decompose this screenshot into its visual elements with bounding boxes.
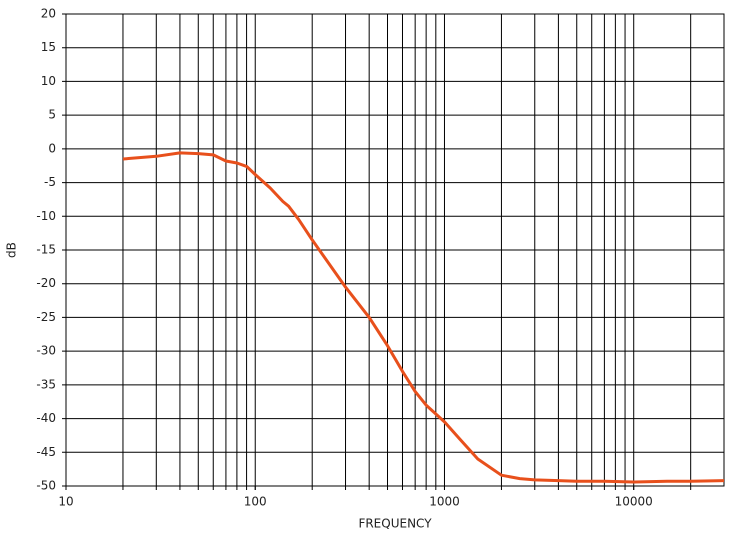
- y-tick-label: -25: [36, 310, 56, 324]
- x-tick-label: 100: [244, 495, 267, 509]
- x-axis-label: FREQUENCY: [358, 517, 432, 531]
- y-tick-label: -5: [44, 175, 56, 189]
- y-tick-label: 15: [41, 40, 56, 54]
- y-tick-label: 5: [48, 108, 56, 122]
- y-tick-label: -50: [36, 479, 56, 493]
- y-tick-label: 20: [41, 7, 56, 21]
- y-tick-label: 0: [48, 141, 56, 155]
- y-tick-label: -40: [36, 411, 56, 425]
- y-tick-label: -15: [36, 243, 56, 257]
- y-axis-label: dB: [5, 242, 19, 258]
- x-tick-label: 10000: [615, 495, 653, 509]
- data-line: [122, 151, 725, 484]
- y-tick-label: -45: [36, 445, 56, 459]
- x-tick-label: 1000: [429, 495, 460, 509]
- x-tick-label: 10: [58, 495, 73, 509]
- y-tick-label: 10: [41, 74, 56, 88]
- y-tick-label: -10: [36, 209, 56, 223]
- y-tick-label: -20: [36, 276, 56, 290]
- y-tick-label: -30: [36, 344, 56, 358]
- y-tick-label: -35: [36, 377, 56, 391]
